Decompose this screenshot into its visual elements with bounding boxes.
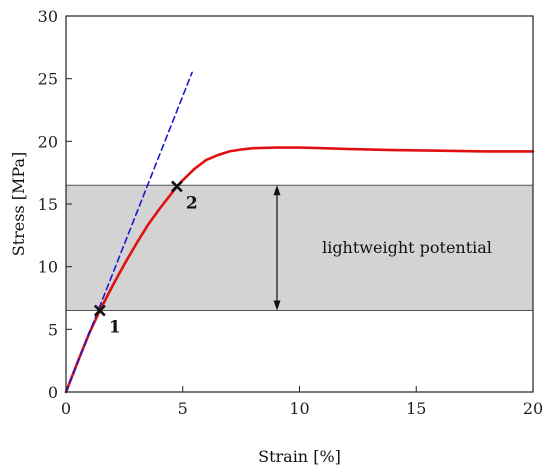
series-layer bbox=[64, 71, 535, 394]
x-ticks: 0 5 10 15 20 bbox=[61, 386, 543, 418]
point-label-2: 2 bbox=[186, 193, 198, 213]
series-line-dashed bbox=[65, 71, 193, 393]
y-tick-label: 0 bbox=[48, 383, 58, 402]
y-tick-label: 30 bbox=[38, 7, 58, 26]
y-ticks: 0 5 10 15 20 25 30 bbox=[38, 7, 72, 402]
x-tick-label: 20 bbox=[523, 399, 543, 418]
x-axis-title: Strain [%] bbox=[258, 447, 341, 466]
point-label-1: 1 bbox=[109, 318, 121, 338]
arrow-head-up bbox=[273, 185, 281, 196]
y-tick-label: 25 bbox=[38, 70, 58, 89]
y-tick-label: 15 bbox=[38, 195, 58, 214]
y-tick-label: 20 bbox=[38, 132, 58, 151]
y-axis-title: Stress [MPa] bbox=[9, 152, 28, 256]
arrow-head-down bbox=[273, 300, 281, 311]
y-tick-label: 5 bbox=[48, 320, 58, 339]
point-marker-2 bbox=[170, 180, 183, 193]
x-tick-label: 0 bbox=[61, 399, 71, 418]
x-tick-label: 10 bbox=[289, 399, 309, 418]
y-tick-label: 10 bbox=[38, 258, 58, 277]
x-tick-label: 15 bbox=[406, 399, 426, 418]
x-tick-label: 5 bbox=[178, 399, 188, 418]
markers-layer: 12 bbox=[93, 180, 198, 338]
lightweight-band bbox=[66, 185, 533, 311]
series-line-solid bbox=[64, 146, 535, 394]
annotation-lightweight-potential: lightweight potential bbox=[322, 238, 492, 257]
plot-frame bbox=[65, 15, 534, 393]
point-marker-1 bbox=[93, 304, 106, 317]
